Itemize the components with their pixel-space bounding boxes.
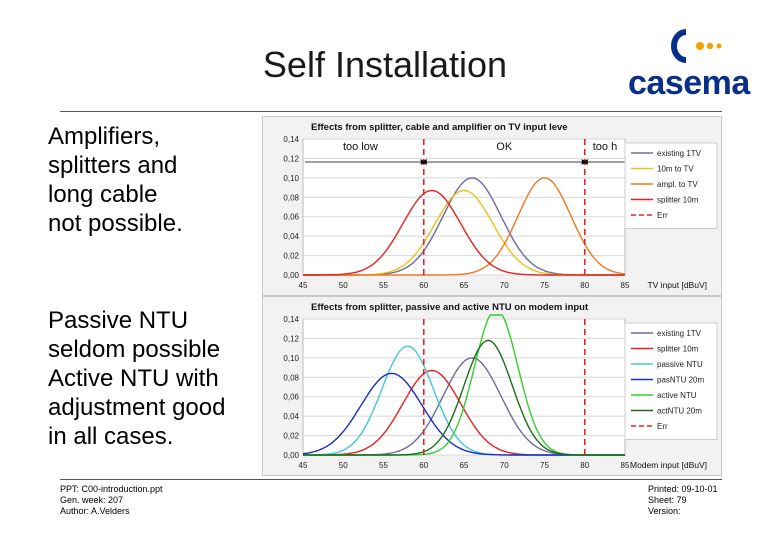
title-divider: [60, 111, 722, 112]
bullet-line: long cable: [48, 181, 158, 208]
logo-mark-icon: [671, 29, 722, 63]
legend-label: existing 1TV: [657, 329, 702, 338]
footer-version: Version:: [648, 506, 681, 516]
y-tick-label: 0,06: [283, 393, 299, 402]
footer-printed: Printed: 09-10-01: [648, 484, 718, 494]
footer-week: Gen. week: 207: [60, 495, 124, 505]
region-label: too low: [343, 141, 378, 153]
y-tick-label: 0,14: [283, 135, 299, 144]
region-label: too h: [593, 141, 617, 153]
y-tick-label: 0,08: [283, 373, 299, 382]
x-tick-label: 50: [339, 281, 348, 290]
x-tick-label: 65: [460, 281, 469, 290]
legend-label: splitter 10m: [657, 345, 699, 354]
y-tick-label: 0,00: [283, 271, 299, 280]
bullet-line: splitters and: [48, 152, 178, 179]
chart-legend: existing 1TV 10m to TV ampl. to TV splitter…: [624, 142, 718, 229]
x-axis-label: Modem input [dBuV]: [630, 460, 707, 470]
legend-label: actNTU 20m: [657, 407, 702, 416]
bullet-line: not possible.: [48, 210, 183, 237]
footer-sheet: Sheet: 79: [648, 495, 687, 505]
x-tick-label: 45: [299, 461, 308, 470]
x-tick-label: 55: [379, 461, 388, 470]
legend-label: Err: [657, 211, 668, 220]
y-tick-label: 0,08: [283, 193, 299, 202]
arrow-head: [420, 159, 426, 165]
series-line: [303, 177, 626, 276]
x-tick-label: 60: [419, 281, 428, 290]
footer-right: Printed: 09-10-01 Sheet: 79 Version:: [648, 484, 748, 517]
x-tick-label: 75: [540, 461, 549, 470]
footer-file: PPT: C00-introduction.ppt: [60, 484, 163, 494]
chart-title: Effects from splitter, cable and amplifi…: [311, 122, 568, 133]
footer-author: Author: A.Velders: [60, 506, 130, 516]
y-tick-label: 0,04: [283, 412, 299, 421]
x-tick-label: 85: [621, 461, 630, 470]
bullet-amplifiers: Amplifiers, splitters and long cable not…: [48, 122, 258, 238]
x-tick-label: 55: [379, 281, 388, 290]
x-tick-label: 80: [580, 281, 589, 290]
legend-label: 10m to TV: [657, 165, 694, 174]
legend-box: [624, 322, 718, 440]
tv-input-chart: 0,00 0,02 0,04 0,06 0,08 0,10 0,12 0,14 45 50 55 60…: [262, 116, 722, 296]
x-tick-label: 70: [500, 461, 509, 470]
series-line: [303, 339, 625, 456]
legend-label: pasNTU 20m: [657, 376, 704, 385]
x-tick-label: 50: [339, 461, 348, 470]
plot-area: [302, 138, 626, 276]
bullet-line: Amplifiers,: [48, 123, 161, 150]
legend-label: passive NTU: [657, 360, 703, 369]
bullet-line: Active NTU with: [48, 365, 219, 392]
footer-left: PPT: C00-introduction.ppt Gen. week: 207…: [60, 484, 260, 517]
y-tick-label: 0,00: [283, 451, 299, 460]
series-line: [303, 189, 625, 276]
logo-text: casema: [628, 64, 750, 102]
bullet-line: Passive NTU: [48, 307, 189, 334]
x-tick-label: 80: [580, 461, 589, 470]
arrow-head: [581, 159, 587, 165]
modem-input-chart-svg: 0,00 0,02 0,04 0,06 0,08 0,10 0,12 0,14 45 50 55 60…: [283, 302, 718, 470]
x-tick-label: 75: [540, 281, 549, 290]
tv-input-chart-svg: 0,00 0,02 0,04 0,06 0,08 0,10 0,12 0,14 45 50 55 60…: [283, 122, 718, 290]
bullet-line: seldom possible: [48, 336, 221, 363]
y-tick-label: 0,02: [283, 252, 299, 261]
y-tick-label: 0,14: [283, 315, 299, 324]
casema-logo: casema: [626, 26, 750, 102]
modem-input-chart: 0,00 0,02 0,04 0,06 0,08 0,10 0,12 0,14 45 50 55 60…: [262, 296, 722, 476]
bullet-line: in all cases.: [48, 423, 174, 450]
y-tick-label: 0,04: [283, 232, 299, 241]
y-tick-label: 0,12: [283, 154, 299, 163]
slide-title: Self Installation: [262, 44, 508, 85]
legend-label: Err: [657, 422, 668, 431]
x-axis-label: TV input [dBuV]: [647, 280, 707, 290]
bullet-line: adjustment good: [48, 394, 226, 421]
region-label: OK: [496, 141, 513, 153]
x-tick-label: 70: [500, 281, 509, 290]
x-tick-label: 60: [419, 461, 428, 470]
chart-title: Effects from splitter, passive and activ…: [311, 302, 589, 313]
y-tick-label: 0,02: [283, 432, 299, 441]
y-tick-label: 0,10: [283, 174, 299, 183]
y-tick-label: 0,06: [283, 213, 299, 222]
y-tick-label: 0,12: [283, 334, 299, 343]
x-tick-label: 45: [299, 281, 308, 290]
chart-legend: existing 1TV splitter 10m passive NTU pasNT…: [624, 322, 718, 440]
legend-label: active NTU: [657, 391, 697, 400]
bullet-ntu: Passive NTU seldom possible Active NTU w…: [48, 306, 262, 451]
y-tick-label: 0,10: [283, 354, 299, 363]
legend-label: ampl. to TV: [657, 180, 698, 189]
x-tick-label: 85: [621, 281, 630, 290]
legend-label: existing 1TV: [657, 149, 702, 158]
footer-divider: [60, 479, 722, 480]
legend-label: splitter 10m: [657, 196, 699, 205]
x-tick-label: 65: [460, 461, 469, 470]
